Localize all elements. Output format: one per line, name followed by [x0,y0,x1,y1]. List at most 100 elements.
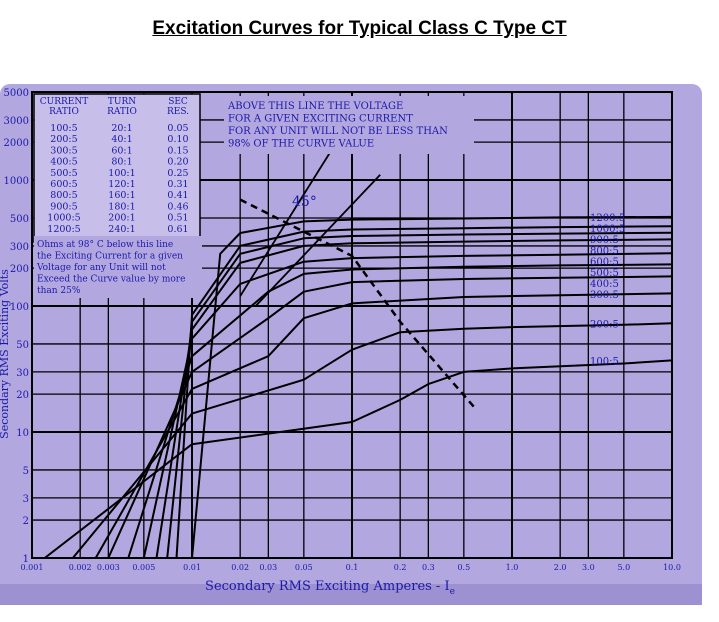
ratio-table-cell: 160:1 [108,190,135,201]
x-tick-label: 2.0 [554,563,567,572]
page-title: Excitation Curves for Typical Class C Ty… [152,18,567,39]
ratio-table-cell: 500:5 [50,168,77,179]
ratio-table-cell: 0.20 [167,157,188,168]
ratio-table-cell: 0.05 [167,123,188,134]
below-line-note: Exceed the Curve value by more [37,275,185,285]
y-tick-label: 200 [10,264,29,275]
reference-line [255,174,381,307]
angle-label: 45° [292,194,317,210]
y-tick-label: 100 [10,302,29,313]
above-line-note: ABOVE THIS LINE THE VOLTAGE [227,101,403,112]
curve-1200-5 [191,215,672,558]
ratio-table-cell: 1000:5 [47,213,80,224]
x-tick-label: 0.1 [346,563,359,572]
y-tick-label: 2000 [4,138,29,149]
ratio-table-header: TURN [108,97,136,107]
ratio-table-cell: 0.51 [167,213,188,224]
curve-500-5 [127,263,672,558]
ratio-table-cell: 0.41 [167,190,188,201]
x-tick-label: 0.001 [21,563,44,572]
y-tick-label: 20 [16,390,29,401]
series-label: 200:5 [590,319,619,330]
y-tick-label: 2 [23,516,29,527]
series-label: 800:5 [590,246,619,257]
below-line-note: Voltage for any Unit will not [36,263,166,273]
curve-labels: 1200:51000:5900:5800:5600:5500:5400:5300… [590,213,625,368]
reference-line [239,141,338,297]
curve-400-5 [107,275,672,558]
ratio-table-header: RATIO [49,107,79,117]
above-line-note: FOR ANY UNIT WILL NOT BE LESS THAN [228,126,448,137]
ratio-table-cell: 60:1 [111,145,132,156]
ratio-table-cell: 400:5 [50,157,77,168]
y-tick-label: 1 [23,554,29,565]
below-line-note: than 25% [37,286,81,296]
x-axis-label: Secondary RMS Exciting Amperes - Ie [205,579,455,597]
ratio-table-cell: 180:1 [108,201,135,212]
plot-frame [31,91,673,559]
x-tick-label: 10.0 [663,563,681,572]
ratio-table-cell: 0.15 [167,145,188,156]
x-tick-label: 0.3 [422,563,435,572]
annotations: ABOVE THIS LINE THE VOLTAGE FOR A GIVEN E… [34,96,474,298]
ratio-table-cell: 900:5 [50,201,77,212]
ratio-table-cell: 100:5 [50,123,77,134]
x-tick-label: 0.02 [231,563,249,572]
tick-labels: 0.001 0.002 0.003 0.005 0.01 0.02 0.03 0.05 0.1 0… [4,88,681,572]
ratio-table-box [33,93,201,243]
x-tick-label: 0.01 [183,563,201,572]
y-tick-label: 50 [16,340,29,351]
series-label: 300:5 [590,290,619,301]
curve-200-5 [72,322,672,558]
y-tick-label: 500 [10,214,29,225]
ratio-table-cell: 240:1 [108,224,135,235]
x-tick-label: 0.2 [394,563,407,572]
series-label: 1200:5 [590,213,625,224]
above-line-note: 98% OF THE CURVE VALUE [228,139,374,150]
y-tick-label: 3000 [4,116,29,127]
series-label: 400:5 [590,279,619,290]
x-tick-label: 0.03 [259,563,277,572]
x-tick-label: 0.003 [97,563,120,572]
y-tick-label: 1000 [4,176,29,187]
excitation-chart: 1200:51000:5900:5800:5600:5500:5400:5300… [0,84,702,605]
x-tick-label: 0.5 [457,563,470,572]
ratio-table-cell: 0.25 [167,168,188,179]
ratio-table-cell: 0.61 [167,224,188,235]
ratio-table-cell: 1200:5 [47,224,80,235]
x-tick-label: 0.05 [295,563,313,572]
y-tick-label: 5 [23,466,29,477]
knee-point-line [239,198,478,411]
above-line-note: FOR A GIVEN EXCITING CURRENT [228,114,413,125]
y-axis-label: Secondary RMS Exciting Volts [0,269,11,439]
ratio-table-cell: 200:5 [50,134,77,145]
x-tick-label: 1.0 [506,563,519,572]
curve-600-5 [142,252,672,558]
y-tick-label: 3 [23,494,29,505]
x-tick-label: 0.005 [132,563,155,572]
curve-100-5 [44,359,672,558]
ratio-table-header: RATIO [107,107,137,117]
ratio-table-cell: 200:1 [108,213,135,224]
ratio-table-cell: 120:1 [108,179,135,190]
x-tick-label: 5.0 [617,563,630,572]
y-tick-label: 30 [16,368,29,379]
y-tick-label: 5000 [4,88,29,99]
ratio-table-header: CURRENT [40,97,88,107]
above-line-note-box [224,96,474,154]
ratio-table-cell: 80:1 [111,157,132,168]
y-tick-label: 300 [10,242,29,253]
ratio-table-cell: 300:5 [50,145,77,156]
ratio-table-header: SEC [168,97,188,107]
ratio-table-cell: 0.31 [167,179,188,190]
ratio-table-cell: 800:5 [50,190,77,201]
ratio-table-cell: 40:1 [111,134,132,145]
ratio-table-cell: 600:5 [50,179,77,190]
ratio-table-cell: 0.10 [167,134,188,145]
x-tick-label: 0.002 [69,563,92,572]
series-label: 900:5 [590,235,619,246]
chart-bottom-bar [0,584,702,605]
ratio-table-cell: 100:1 [108,168,135,179]
below-line-note: Ohms at 98° C below this line [37,240,173,250]
